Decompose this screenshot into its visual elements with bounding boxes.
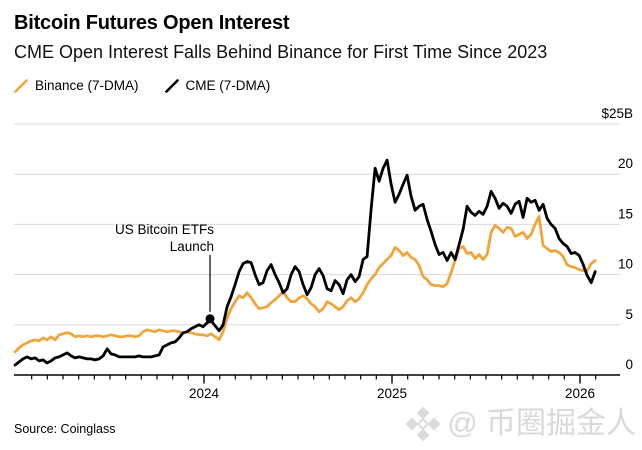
legend-label-binance: Binance (7-DMA) [35, 78, 139, 93]
x-axis-label: 2025 [377, 386, 407, 401]
binance-series-swatch-icon [14, 78, 28, 93]
page-title: Bitcoin Futures Open Interest [14, 12, 290, 34]
series-line-cme [13, 158, 597, 367]
y-axis-label: 5 [625, 307, 633, 322]
chart-subtitle: CME Open Interest Falls Behind Binance f… [14, 42, 548, 62]
binance-slash-icon [14, 78, 28, 93]
annotation-dot [205, 314, 215, 324]
watermark: @ 币圈掘金人 [405, 406, 636, 442]
legend-item-binance: Binance (7-DMA) [14, 78, 139, 93]
y-axis-label: 15 [618, 206, 633, 221]
legend-item-cme: CME (7-DMA) [164, 78, 271, 93]
x-axis-label: 2024 [189, 386, 220, 401]
y-axis-label: 20 [618, 156, 633, 171]
watermark-text: @ 币圈掘金人 [447, 407, 636, 440]
y-axis-label: $25B [601, 106, 633, 121]
source-note: Source: Coinglass [14, 422, 116, 436]
annotation-text: US Bitcoin ETFs [115, 222, 214, 237]
annotation-text: Launch [170, 239, 214, 254]
binance-logo-icon [405, 406, 441, 442]
legend-label-cme: CME (7-DMA) [185, 78, 271, 93]
y-axis-label: 10 [618, 257, 633, 272]
chart-legend: Binance (7-DMA) CME (7-DMA) [14, 78, 270, 93]
cme-slash-icon [164, 78, 179, 93]
x-axis-label: 2026 [565, 386, 595, 401]
y-axis-label: 0 [625, 357, 633, 372]
cme-series-swatch-icon [164, 78, 179, 93]
series-line-binance [13, 215, 597, 354]
